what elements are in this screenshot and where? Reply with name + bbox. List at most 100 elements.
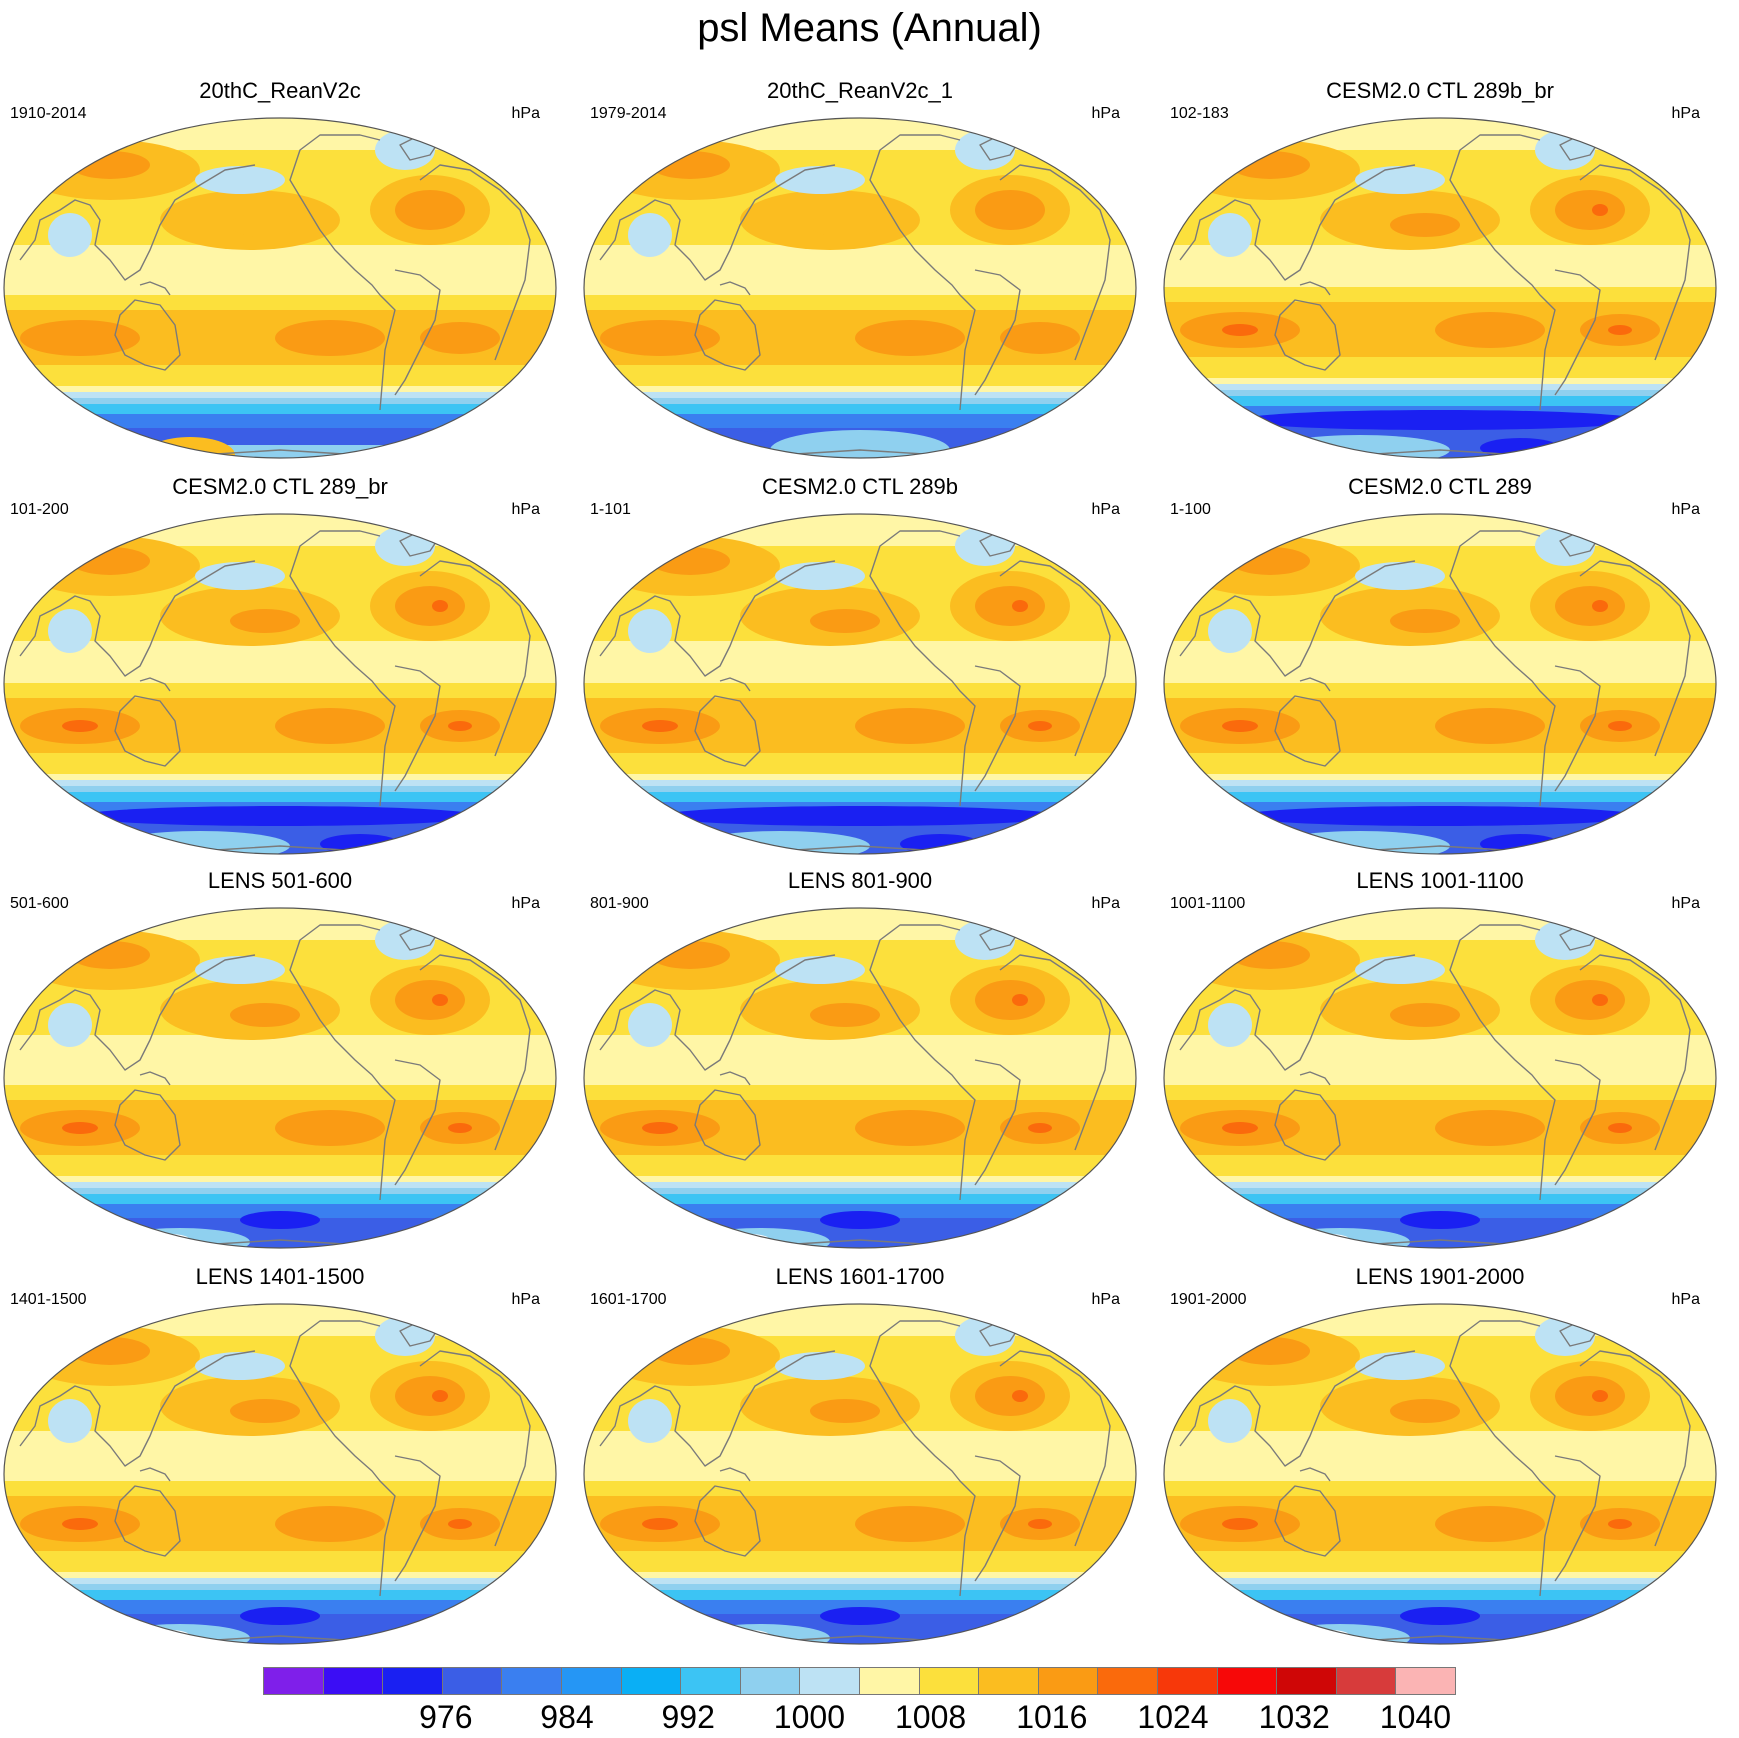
- southern-light-blue-band: [584, 1188, 1136, 1194]
- southern-yellow-edge: [584, 378, 1136, 386]
- north-pacific-high-core: [810, 1399, 880, 1423]
- colorbar-box: [1395, 1667, 1456, 1695]
- south-pacific-high: [855, 1506, 965, 1542]
- colorbar-box: [1216, 1667, 1278, 1695]
- americas-coastline: [1449, 1320, 1556, 1597]
- southern-cyan-band: [4, 404, 556, 414]
- southern-blue-band: [4, 414, 556, 428]
- europe-africa-coastline: [419, 954, 531, 1151]
- south-america-east-coastline: [1554, 1059, 1601, 1186]
- indonesia-coastline: [719, 1467, 751, 1482]
- asia-coastline: [599, 954, 836, 1071]
- aleutian-low: [1355, 956, 1445, 984]
- south-atlantic-high-peak: [448, 721, 472, 731]
- americas-coastline: [869, 924, 976, 1201]
- map-frame: [583, 1303, 1137, 1645]
- southern-pale-blue-band: [1164, 780, 1716, 786]
- southern-cyan-band: [4, 1194, 556, 1204]
- indonesia-coastline: [139, 677, 171, 692]
- south-asia-low: [628, 1399, 672, 1443]
- europe-africa-coastline: [999, 560, 1111, 757]
- indonesia-coastline: [139, 1071, 171, 1086]
- europe-africa-coastline: [999, 1350, 1111, 1547]
- panel-title: LENS 1001-1100: [1356, 868, 1524, 893]
- southern-pale-edge: [4, 774, 556, 780]
- circumpolar-trough: [660, 806, 1060, 826]
- panel-period: 501-600: [10, 895, 69, 912]
- colorbar-label: 1008: [895, 1699, 967, 1735]
- indonesia-coastline: [1299, 1467, 1331, 1482]
- panel-period: 101-200: [10, 501, 69, 518]
- southern-pale-edge: [584, 1176, 1136, 1182]
- south-pacific-high: [1435, 1506, 1545, 1542]
- equatorial-band: [584, 260, 1136, 290]
- antarctica-plateau: [1270, 435, 1450, 458]
- azores-high-peak: [1012, 994, 1028, 1006]
- circumpolar-low: [1400, 1607, 1480, 1625]
- circumpolar-low: [820, 1607, 900, 1625]
- map-frame: [1163, 513, 1717, 855]
- south-atlantic-high: [420, 322, 500, 354]
- asia-coastline: [1179, 1350, 1416, 1467]
- southern-light-blue-band: [584, 1584, 1136, 1590]
- south-america-east-coastline: [1554, 269, 1601, 396]
- europe-africa-coastline: [999, 954, 1111, 1151]
- south-america-east-coastline: [394, 1455, 441, 1582]
- panel-units: hPa: [1091, 895, 1120, 912]
- panel-units: hPa: [1671, 501, 1700, 518]
- colorbar-box: [739, 1667, 801, 1695]
- psl-map: [1163, 117, 1717, 459]
- asia-coastline: [1179, 954, 1416, 1071]
- colorbar-label: 976: [419, 1699, 473, 1735]
- panel-title: LENS 1901-2000: [1355, 1264, 1525, 1289]
- equatorial-band: [4, 260, 556, 290]
- southern-yellow-edge: [1164, 1168, 1716, 1176]
- americas-coastline: [289, 134, 396, 411]
- psl-map: [3, 1303, 557, 1645]
- southern-yellow-edge: [4, 378, 556, 386]
- equatorial-band: [1164, 1446, 1716, 1476]
- azores-high-core: [975, 980, 1045, 1020]
- southern-pale-blue-band: [1164, 1182, 1716, 1188]
- southern-pale-edge: [584, 774, 1136, 780]
- indian-ocean-high-peak: [642, 1518, 678, 1530]
- circumpolar-trough: [80, 806, 480, 826]
- americas-coastline: [869, 134, 976, 411]
- south-asia-low: [1208, 609, 1252, 653]
- indonesia-coastline: [139, 281, 171, 296]
- indonesia-coastline: [1299, 1071, 1331, 1086]
- psl-map: [583, 1303, 1137, 1645]
- southern-cyan-band: [4, 792, 556, 802]
- south-pacific-high: [275, 320, 385, 356]
- southern-pale-blue-band: [4, 1182, 556, 1188]
- equatorial-band: [1164, 260, 1716, 290]
- north-pacific-high-core: [1390, 1003, 1460, 1027]
- aleutian-low: [195, 956, 285, 984]
- azores-high-core: [395, 190, 465, 230]
- southern-cyan-band: [1164, 396, 1716, 406]
- panel-title: CESM2.0 CTL 289b: [761, 474, 959, 499]
- psl-map: [3, 513, 557, 855]
- south-pacific-high: [275, 1110, 385, 1146]
- southern-cyan-band: [584, 1590, 1136, 1600]
- map-frame: [1163, 117, 1717, 459]
- map-frame: [3, 513, 557, 855]
- americas-coastline: [869, 530, 976, 807]
- north-pacific-high-core: [1390, 213, 1460, 237]
- americas-coastline: [1449, 134, 1556, 411]
- south-pacific-high: [275, 1506, 385, 1542]
- equatorial-band: [4, 656, 556, 686]
- psl-map: [583, 117, 1137, 459]
- siberian-high-core: [650, 1337, 730, 1365]
- north-polar-band: [584, 908, 1136, 940]
- americas-coastline: [289, 530, 396, 807]
- southern-pale-blue-band: [1164, 1578, 1716, 1584]
- map-panel: LENS 801-900 801-900 hPa: [580, 868, 1140, 1258]
- asia-coastline: [599, 1350, 836, 1467]
- north-pacific-high-core: [1390, 1399, 1460, 1423]
- south-pacific-high: [1435, 1110, 1545, 1146]
- panel-title: CESM2.0 CTL 289b_br: [1326, 78, 1554, 103]
- asia-coastline: [1179, 164, 1416, 281]
- southern-light-blue-band: [1164, 786, 1716, 792]
- siberian-high-core: [70, 547, 150, 575]
